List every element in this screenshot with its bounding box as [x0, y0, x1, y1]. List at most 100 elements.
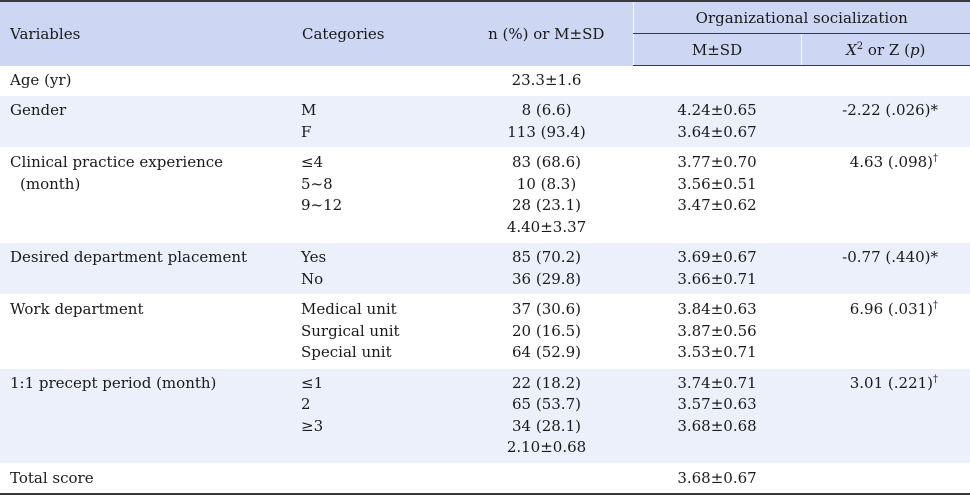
- variable-cell: Age (yr): [0, 66, 292, 96]
- test-cell: [801, 66, 970, 96]
- category-cell: Medical unit Surgical unit Special unit: [292, 294, 460, 368]
- test-cell: 3.01 (.221)†: [801, 367, 970, 463]
- header-test-mid: or Z (: [863, 40, 910, 59]
- test-value: 3.01 (.221)†: [801, 373, 938, 395]
- n-value: 34 (28.1): [512, 416, 581, 435]
- dagger-mark: †: [933, 373, 939, 385]
- variable-label: (month): [20, 174, 81, 193]
- table-row: Work department Medical unit Surgical unit…: [0, 294, 970, 368]
- header-n: n (%) or M±SD: [460, 0, 633, 66]
- category-label: 2: [301, 395, 311, 413]
- n-value: 23.3±1.6: [511, 70, 582, 89]
- variable-cell: Work department: [0, 294, 292, 368]
- dagger-mark: †: [933, 153, 939, 164]
- variable-label: Desired department placement: [10, 248, 248, 266]
- msd-value: 3.56±0.51: [677, 174, 757, 193]
- test-value: -2.22 (.026)*: [801, 100, 938, 122]
- msd-value: 3.47±0.62: [677, 196, 757, 214]
- n-value-cell: 23.3±1.6: [460, 66, 633, 96]
- n-value-cell: 22 (18.2) 65 (53.7) 34 (28.1) 2.10±0.68: [460, 367, 633, 463]
- category-label: Medical unit: [301, 300, 397, 318]
- test-cell: -2.22 (.026)*: [801, 95, 970, 148]
- n-value-cell: 8 (6.6) 113 (93.4): [460, 95, 633, 148]
- table-row: Desired department placement Yes No 85 (70.…: [0, 242, 970, 295]
- n-value: 36 (29.8): [512, 269, 581, 288]
- msd-value: 3.77±0.70: [677, 153, 757, 171]
- header-test: X2 or Z (p): [800, 33, 970, 66]
- table-row: Gender M F 8 (6.6) 113 (93.4) 4.24±0.65 3.64±0…: [0, 95, 970, 148]
- msd-cell: 3.69±0.67 3.66±0.71: [633, 242, 801, 295]
- category-cell: ≤4 5~8 9~12: [292, 147, 460, 243]
- n-value: 113 (93.4): [507, 122, 586, 141]
- variable-cell: Gender: [0, 95, 292, 148]
- msd-value: 3.74±0.71: [677, 373, 757, 392]
- variable-label: Gender: [10, 101, 67, 119]
- test-stat: -2.22 (.026)*: [842, 101, 939, 119]
- test-stat: 3.01 (.221): [849, 373, 934, 392]
- n-value: 65 (53.7): [512, 395, 581, 413]
- table-row: Total score 3.68±0.67: [0, 462, 970, 495]
- category-label: ≥3: [301, 416, 324, 435]
- n-value-cell: 85 (70.2) 36 (29.8): [460, 242, 633, 295]
- category-label: No: [301, 269, 324, 288]
- category-label: F: [301, 122, 312, 141]
- test-cell: -0.77 (.440)*: [801, 242, 970, 295]
- header-group: Organizational socialization: [632, 0, 970, 34]
- msd-value: 3.66±0.71: [677, 269, 757, 288]
- table-header: Variables Categories n (%) or M±SD Organ…: [0, 0, 970, 66]
- dagger-mark: †: [933, 300, 939, 311]
- n-value: 22 (18.2): [512, 373, 581, 392]
- header-test-sup: 2: [856, 40, 864, 52]
- msd-cell: 3.77±0.70 3.56±0.51 3.47±0.62: [633, 147, 801, 243]
- category-cell: Yes No: [292, 242, 460, 295]
- n-value: 85 (70.2): [512, 248, 581, 266]
- category-label: 9~12: [301, 196, 343, 214]
- n-value: 28 (23.1): [512, 196, 581, 214]
- n-value-cell: 83 (68.6) 10 (8.3) 28 (23.1) 4.40±3.37: [460, 147, 633, 243]
- test-cell: 6.96 (.031)†: [801, 294, 970, 368]
- variable-label: Total score: [10, 468, 94, 487]
- test-stat: 6.96 (.031): [849, 300, 934, 318]
- variable-label: Clinical practice experience: [10, 153, 224, 171]
- n-value: 37 (30.6): [512, 300, 581, 318]
- msd-value: 4.24±0.65: [677, 101, 757, 119]
- msd-cell: 4.24±0.65 3.64±0.67: [633, 95, 801, 148]
- header-test-x: X: [846, 40, 857, 59]
- table-row: 1:1 precept period (month) ≤1 2 ≥3 22 (18.2)…: [0, 367, 970, 463]
- category-label: 5~8: [301, 174, 333, 193]
- n-value-cell: [460, 462, 633, 495]
- msd-cell: [633, 66, 801, 96]
- category-label: Special unit: [301, 343, 392, 361]
- msd-cell: 3.68±0.67: [633, 462, 801, 495]
- test-cell: 4.63 (.098)†: [801, 147, 970, 243]
- variable-label: Age (yr): [10, 70, 72, 89]
- n-value: 2.10±0.68: [506, 438, 587, 456]
- header-test-p: p: [909, 40, 920, 59]
- msd-value: 3.69±0.67: [677, 248, 757, 266]
- header-test-suffix: ): [919, 40, 926, 59]
- msd-value: 3.87±0.56: [677, 321, 757, 340]
- test-stat: -0.77 (.440)*: [842, 248, 939, 266]
- msd-value: 3.68±0.67: [677, 468, 757, 487]
- category-label: Surgical unit: [301, 321, 400, 340]
- category-label: Yes: [301, 248, 327, 266]
- msd-value: 3.64±0.67: [677, 122, 757, 141]
- header-categories: Categories: [292, 0, 460, 66]
- test-value: -0.77 (.440)*: [801, 247, 938, 269]
- msd-cell: 3.84±0.63 3.87±0.56 3.53±0.71: [633, 294, 801, 368]
- msd-value: 3.68±0.68: [677, 416, 757, 435]
- test-stat: 4.63 (.098): [849, 153, 934, 171]
- category-cell: [292, 66, 460, 96]
- variable-label: 1:1 precept period (month): [10, 373, 217, 392]
- n-value: 10 (8.3): [516, 174, 577, 193]
- category-label: M: [301, 101, 317, 119]
- category-cell: ≤1 2 ≥3: [292, 367, 460, 463]
- msd-cell: 3.74±0.71 3.57±0.63 3.68±0.68: [633, 367, 801, 463]
- test-cell: [801, 462, 970, 495]
- variable-label: Work department: [10, 300, 144, 318]
- variable-cell: Desired department placement: [0, 242, 292, 295]
- msd-value: 3.84±0.63: [677, 300, 757, 318]
- msd-value: 3.53±0.71: [677, 343, 757, 361]
- test-value: 4.63 (.098)†: [801, 152, 938, 174]
